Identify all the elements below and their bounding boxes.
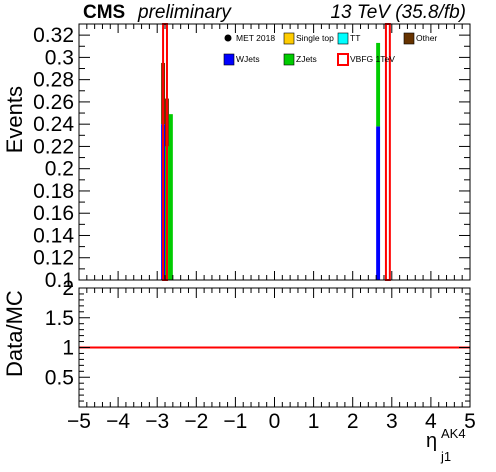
bar-zjets-2 xyxy=(168,114,173,280)
legend-label-other: Other xyxy=(416,33,437,43)
main-y-tick-label-4: 0.18 xyxy=(33,180,74,203)
ratio-x-tick-label-10: 5 xyxy=(464,410,476,433)
ratio-x-tick-label-1: −4 xyxy=(106,410,130,433)
ratio-x-tick-label-7: 2 xyxy=(347,410,359,433)
main-y-axis: 0.10.120.140.160.180.20.220.240.260.280.… xyxy=(33,24,470,292)
legend-swatch-zjets xyxy=(283,53,295,66)
ratio-y-tick-label-2: 1 xyxy=(62,337,74,360)
legend-swatch-tt xyxy=(337,32,349,45)
main-y-tick-label-8: 0.26 xyxy=(33,91,74,114)
x-axis-title: η xyxy=(426,430,437,452)
main-y-tick-label-10: 0.3 xyxy=(45,46,74,69)
main-y-axis-title: Events xyxy=(2,86,27,153)
x-axis-title-subscript: j1 xyxy=(440,449,451,464)
x-axis-title-superscript: AK4 xyxy=(441,426,466,441)
main-y-tick-label-5: 0.2 xyxy=(45,158,74,181)
ratio-y-axis-title: Data/MC xyxy=(2,290,27,377)
ratio-y-tick-label-3: 1.5 xyxy=(45,307,74,330)
legend-label-vbfg-1tev: VBFG 1TeV xyxy=(350,54,395,64)
main-y-tick-label-11: 0.32 xyxy=(33,24,74,47)
main-y-tick-label-3: 0.16 xyxy=(33,202,74,225)
energy-lumi-label: 13 TeV (35.8/fb) xyxy=(330,2,466,23)
main-bars-layer xyxy=(161,42,381,281)
main-plot-frame xyxy=(78,23,471,281)
x-axis-title-symbol: η xyxy=(426,430,437,452)
ratio-x-tick-label-3: −2 xyxy=(184,410,208,433)
main-y-tick-label-7: 0.24 xyxy=(33,113,74,136)
main-y-tick-label-2: 0.14 xyxy=(33,224,74,247)
ratio-x-axis: −5 −4 −3 −2 −1 0 1 2 3 4 5 xyxy=(67,288,476,433)
ratio-x-tick-label-2: −3 xyxy=(145,410,169,433)
legend-swatch-wjets xyxy=(223,53,235,66)
ratio-x-tick-label-6: 1 xyxy=(308,410,320,433)
ratio-y-axis: 0.5 1 1.5 2 xyxy=(45,277,470,408)
preliminary-label: preliminary xyxy=(137,2,232,23)
bar-zjets-3 xyxy=(376,42,381,127)
ratio-x-tick-label-8: 3 xyxy=(386,410,398,433)
ratio-x-tick-label-0: −5 xyxy=(67,410,91,433)
bar-wjets-3 xyxy=(376,126,381,281)
main-y-tick-label-9: 0.28 xyxy=(33,69,74,92)
ratio-x-tick-label-5: 0 xyxy=(269,410,281,433)
legend-label-single-top: Single top xyxy=(296,33,334,43)
legend-marker-met-2018 xyxy=(224,34,232,42)
legend-swatch-single-top xyxy=(283,32,295,45)
main-x-axis xyxy=(78,24,471,280)
main-y-tick-label-1: 0.12 xyxy=(33,247,74,270)
legend-label-met-2018: MET 2018 xyxy=(236,33,275,43)
ratio-y-tick-label-1: 0.5 xyxy=(45,366,74,389)
legend-label-zjets: ZJets xyxy=(296,54,317,64)
main-y-tick-label-6: 0.22 xyxy=(33,135,74,158)
legend-swatch-vbfg-1tev xyxy=(337,53,349,66)
ratio-x-tick-label-4: −1 xyxy=(223,410,247,433)
ratio-y-tick-label-4: 2 xyxy=(62,277,74,300)
legend-swatch-other xyxy=(403,32,415,45)
legend-label-wjets: WJets xyxy=(236,54,260,64)
main-y-tick-label-0: 0.1 xyxy=(45,269,74,292)
ratio-x-tick-label-9: 4 xyxy=(425,410,437,433)
legend-label-tt: TT xyxy=(350,33,360,43)
legend: MET 2018 Single top TT Other WJets ZJets VBFG … xyxy=(223,32,437,66)
cms-label: CMS xyxy=(83,2,125,23)
